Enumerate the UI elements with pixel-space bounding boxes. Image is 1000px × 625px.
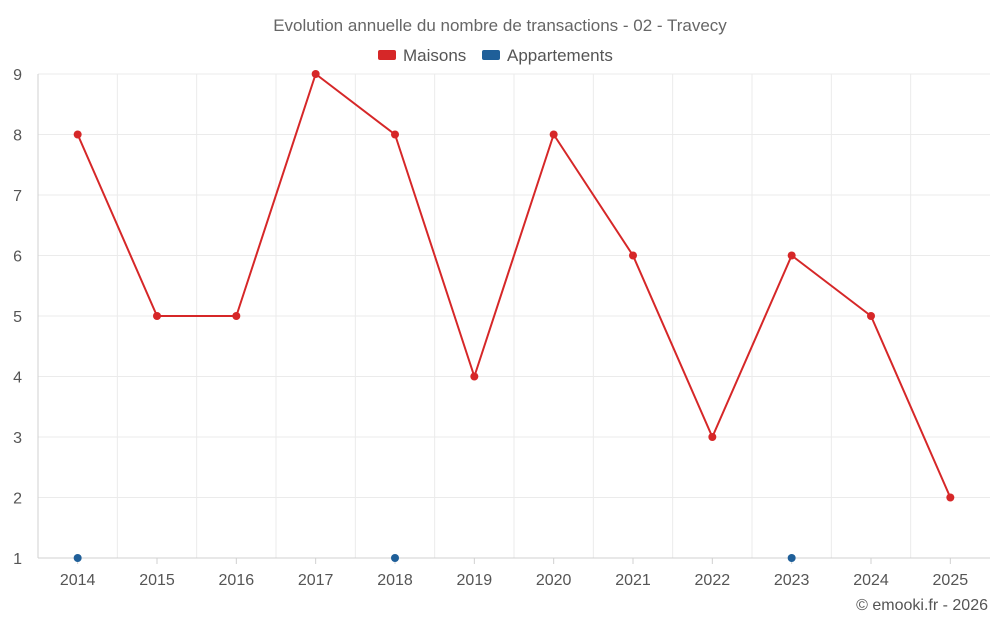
x-tick-label-2017: 2017 bbox=[298, 572, 334, 589]
x-tick-label-2019: 2019 bbox=[457, 572, 493, 589]
data-point-maisons-2024[interactable] bbox=[867, 312, 875, 320]
legend-swatch-appartements bbox=[482, 50, 500, 60]
data-point-maisons-2019[interactable] bbox=[470, 373, 478, 381]
data-point-maisons-2017[interactable] bbox=[312, 70, 320, 78]
x-tick-label-2014: 2014 bbox=[60, 572, 96, 589]
y-tick-label: 7 bbox=[13, 188, 22, 205]
chart-title: Evolution annuelle du nombre de transact… bbox=[273, 16, 727, 35]
data-point-maisons-2018[interactable] bbox=[391, 131, 399, 139]
data-point-appartements-2018[interactable] bbox=[391, 554, 399, 562]
data-point-maisons-2014[interactable] bbox=[74, 131, 82, 139]
y-tick-label: 2 bbox=[13, 491, 22, 508]
x-tick-label-2018: 2018 bbox=[377, 572, 413, 589]
line-chart: Evolution annuelle du nombre de transact… bbox=[0, 0, 1000, 625]
y-tick-label: 5 bbox=[13, 309, 22, 326]
legend-item-maisons[interactable]: Maisons bbox=[378, 46, 466, 65]
data-point-maisons-2015[interactable] bbox=[153, 312, 161, 320]
x-tick-label-2015: 2015 bbox=[139, 572, 175, 589]
data-point-maisons-2016[interactable] bbox=[232, 312, 240, 320]
legend-swatch-maisons bbox=[378, 50, 396, 60]
data-point-appartements-2023[interactable] bbox=[788, 554, 796, 562]
x-tick-label-2016: 2016 bbox=[219, 572, 255, 589]
data-point-maisons-2022[interactable] bbox=[708, 433, 716, 441]
axes: 1 2 3 4 5 6 7 8 9 2014 2015 2016 2017 2018 2019 2020 202… bbox=[13, 67, 990, 589]
legend-label-maisons: Maisons bbox=[403, 46, 466, 65]
x-tick-label-2023: 2023 bbox=[774, 572, 810, 589]
legend-label-appartements: Appartements bbox=[507, 46, 613, 65]
data-point-appartements-2014[interactable] bbox=[74, 554, 82, 562]
y-tick-label: 4 bbox=[13, 370, 22, 387]
x-tick-label-2025: 2025 bbox=[933, 572, 969, 589]
x-tick-label-2022: 2022 bbox=[695, 572, 731, 589]
legend-item-appartements[interactable]: Appartements bbox=[482, 46, 613, 65]
legend: Maisons Appartements bbox=[378, 46, 613, 65]
data-point-maisons-2020[interactable] bbox=[550, 131, 558, 139]
y-tick-label: 9 bbox=[13, 67, 22, 84]
x-tick-label-2024: 2024 bbox=[853, 572, 889, 589]
data-point-maisons-2025[interactable] bbox=[946, 494, 954, 502]
x-tick-label-2021: 2021 bbox=[615, 572, 651, 589]
data-point-maisons-2021[interactable] bbox=[629, 252, 637, 260]
y-tick-label: 3 bbox=[13, 430, 22, 447]
credit: © emooki.fr - 2026 bbox=[856, 597, 988, 614]
data-point-maisons-2023[interactable] bbox=[788, 252, 796, 260]
y-tick-label: 8 bbox=[13, 128, 22, 145]
y-tick-label: 6 bbox=[13, 249, 22, 266]
x-tick-label-2020: 2020 bbox=[536, 572, 572, 589]
y-tick-label: 1 bbox=[13, 551, 22, 568]
